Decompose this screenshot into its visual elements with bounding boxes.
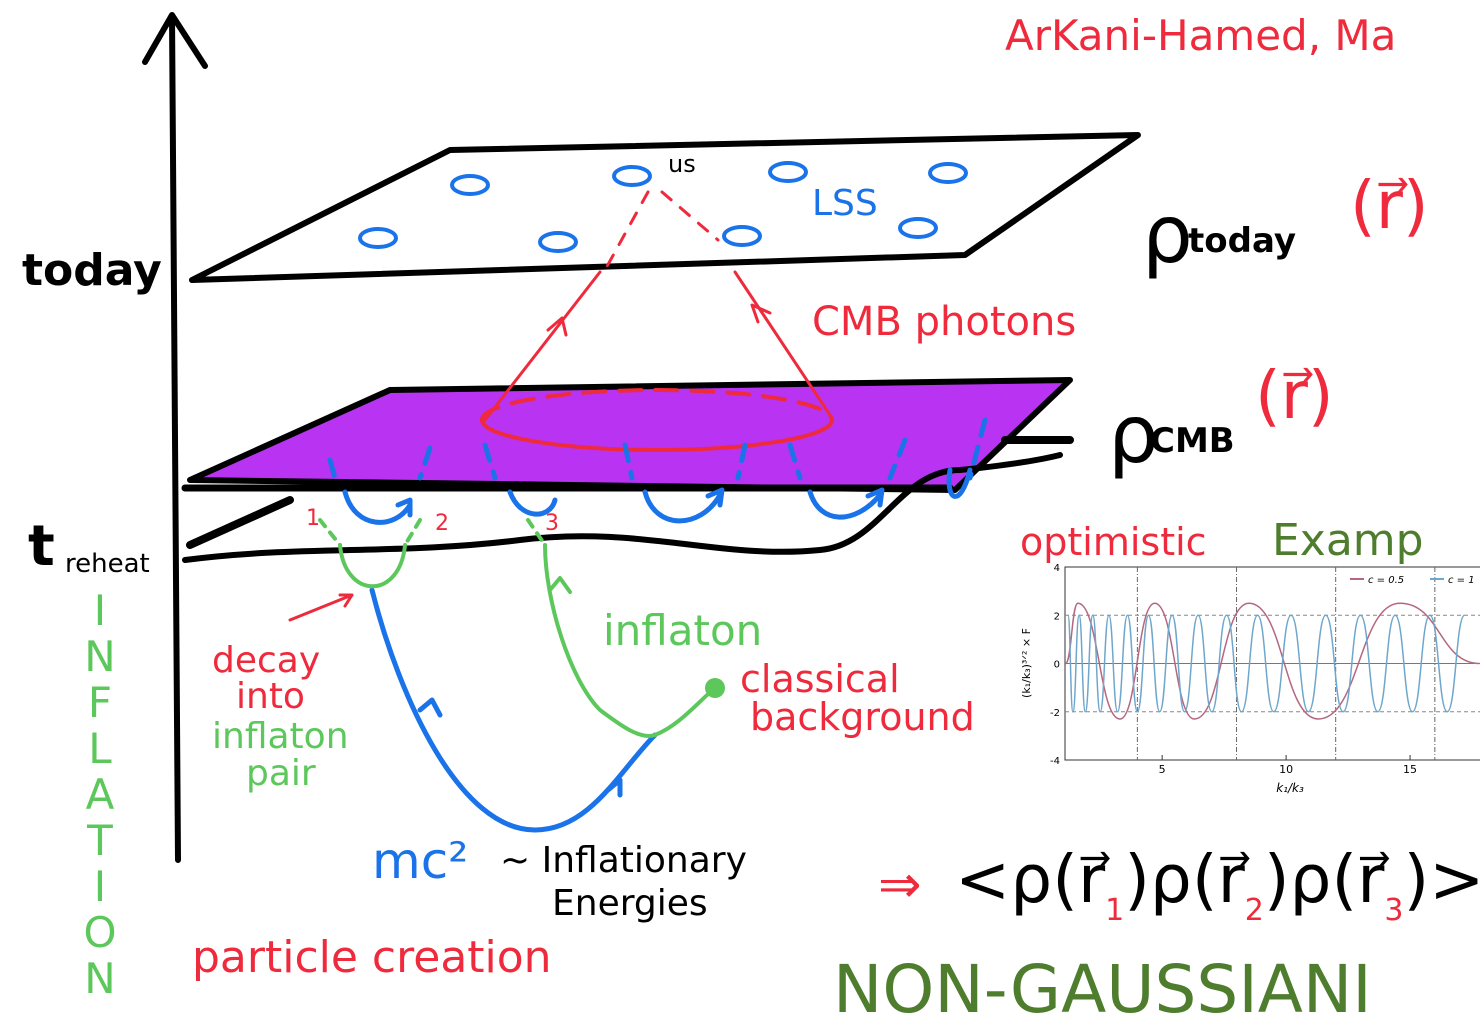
authors: ArKani-Hamed, Ma	[1005, 11, 1396, 60]
number: 1	[306, 506, 320, 531]
part: )>	[1403, 841, 1480, 918]
into: into	[236, 676, 305, 717]
sub: 2	[1245, 893, 1264, 928]
legend-label: c = 1	[1448, 575, 1475, 586]
t-label: t	[28, 514, 55, 579]
part: )ρ(r⃗	[1124, 841, 1250, 918]
part: )ρ(r⃗	[1264, 841, 1390, 918]
letter: O	[83, 908, 116, 957]
pair: pair	[246, 753, 316, 794]
y-tick-label: -2	[1050, 708, 1060, 719]
letter: F	[88, 678, 112, 727]
mc2: mc²	[372, 832, 468, 890]
letter: I	[94, 862, 106, 911]
inflaton-label: inflaton	[603, 606, 762, 655]
x-tick-label: 5	[1159, 763, 1166, 776]
diagram: ArKani-Hamed, Ma today t reheat INFLATIO…	[0, 0, 1480, 1021]
y-tick-label: 2	[1054, 611, 1060, 622]
today-sub: today	[1188, 221, 1296, 261]
inset-chart: -4 -2 0 2 4 5 10 15 k₁/k₃ (k₁/k₃)³ᐟ² × F c = 0.5 c …	[1020, 563, 1480, 795]
today-arg: (r⃗)	[1350, 167, 1429, 244]
implies: ⇒	[878, 855, 922, 915]
letter: T	[86, 816, 113, 865]
part: <ρ(r⃗	[955, 841, 1111, 918]
letter: N	[84, 954, 115, 1003]
y-axis-label: (k₁/k₃)³ᐟ² × F	[1020, 628, 1033, 698]
today-label: today	[22, 245, 162, 296]
sub: 1	[1105, 893, 1124, 928]
x-axis-label: k₁/k₃	[1276, 781, 1304, 795]
optimistic: optimistic	[1020, 520, 1207, 564]
reheat-label: reheat	[65, 549, 150, 579]
energies: ~ Inflationary	[500, 840, 747, 881]
page: ArKani-Hamed, Ma today t reheat INFLATIO…	[0, 0, 1480, 1021]
letter: I	[94, 586, 106, 635]
non-gaussian: NON-GAUSSIANI	[833, 951, 1372, 1021]
correlator: <ρ(r⃗1)ρ(r⃗2)ρ(r⃗3)>	[955, 841, 1480, 928]
x-tick-label: 10	[1279, 763, 1293, 776]
y-tick-label: 4	[1054, 563, 1060, 574]
rho: ρ	[1142, 188, 1193, 281]
inflaton: inflaton	[212, 716, 349, 757]
number: 3	[545, 511, 559, 536]
photons-label: CMB photons	[812, 299, 1076, 345]
examp: Examp	[1272, 515, 1424, 566]
cmb-arg: (r⃗)	[1255, 357, 1334, 434]
legend-label: c = 0.5	[1368, 575, 1404, 586]
number: 2	[435, 511, 449, 536]
letter: N	[84, 632, 115, 681]
creation: particle creation	[192, 932, 552, 983]
y-tick-label: 0	[1054, 660, 1060, 671]
lss-label: LSS	[812, 183, 878, 224]
background: background	[750, 695, 975, 739]
cmb-sub: CMB	[1150, 421, 1235, 461]
sub: 3	[1384, 893, 1403, 928]
energies: Energies	[552, 883, 708, 924]
x-tick-label: 15	[1403, 763, 1417, 776]
decay: decay	[212, 640, 320, 681]
us-label: us	[668, 150, 696, 178]
letter: L	[88, 724, 112, 773]
y-tick-label: -4	[1050, 756, 1060, 767]
letter: A	[86, 770, 115, 819]
